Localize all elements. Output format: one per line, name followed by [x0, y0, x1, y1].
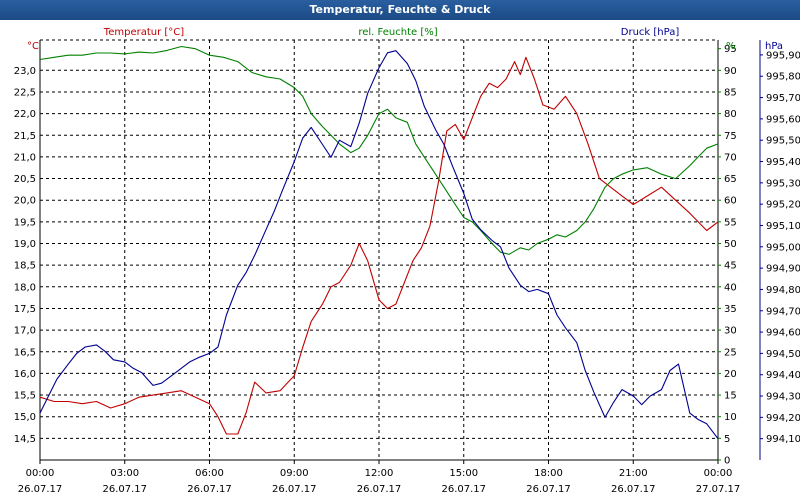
x-tick-date: 26.07.17 [441, 484, 486, 495]
humidity-tick-label: 70 [724, 152, 737, 163]
humidity-tick-label: 45 [724, 261, 737, 272]
x-tick-date: 26.07.17 [18, 484, 63, 495]
x-tick-label: 21:00 [619, 468, 648, 479]
humidity-unit: % [726, 41, 736, 52]
pressure-tick-label: 995,30 [766, 178, 800, 189]
temperature-tick-label: 15,0 [14, 412, 36, 423]
pressure-tick-label: 995,00 [766, 242, 800, 253]
humidity-tick-label: 40 [724, 282, 737, 293]
temperature-unit: °C [27, 41, 39, 52]
x-tick-date: 26.07.17 [357, 484, 402, 495]
grid [40, 40, 718, 460]
window-title: Temperatur, Feuchte & Druck [0, 0, 800, 20]
x-tick-label: 18:00 [534, 468, 563, 479]
x-tick-date: 26.07.17 [187, 484, 232, 495]
temperature-tick-label: 18,5 [14, 261, 36, 272]
pressure-tick-label: 994,80 [766, 285, 800, 296]
temperature-tick-label: 18,0 [14, 282, 36, 293]
series-lines [39, 45, 719, 440]
series-line-humidity [39, 45, 719, 255]
x-tick-label: 06:00 [195, 468, 224, 479]
x-tick-label: 00:00 [704, 468, 733, 479]
x-tick-label: 03:00 [110, 468, 139, 479]
humidity-tick-label: 0 [724, 456, 730, 467]
x-tick-date: 26.07.17 [272, 484, 317, 495]
pressure-tick-label: 994,40 [766, 370, 800, 381]
pressure-tick-label: 995,60 [766, 114, 800, 125]
temperature-tick-label: 22,5 [14, 87, 36, 98]
pressure-tick-label: 995,80 [766, 72, 800, 83]
humidity-tick-label: 35 [724, 304, 737, 315]
x-tick-date: 26.07.17 [526, 484, 571, 495]
humidity-tick-label: 65 [724, 174, 737, 185]
temperature-tick-label: 23,0 [14, 66, 36, 77]
humidity-tick-label: 25 [724, 347, 737, 358]
humidity-tick-label: 85 [724, 87, 737, 98]
temperature-tick-label: 17,5 [14, 304, 36, 315]
humidity-tick-label: 50 [724, 239, 737, 250]
pressure-tick-label: 995,50 [766, 136, 800, 147]
temperature-tick-label: 17,0 [14, 326, 36, 337]
x-tick-date: 26.07.17 [611, 484, 656, 495]
humidity-tick-label: 20 [724, 369, 737, 380]
pressure-tick-label: 994,90 [766, 264, 800, 275]
series-line-temperature [39, 56, 719, 435]
pressure-axis-label: Druck [hPa] [621, 27, 680, 38]
humidity-tick-label: 15 [724, 391, 737, 402]
pressure-unit: hPa [765, 41, 783, 52]
temperature-tick-label: 16,0 [14, 369, 36, 380]
temperature-tick-label: 19,0 [14, 239, 36, 250]
pressure-tick-label: 994,70 [766, 306, 800, 317]
pressure-tick-label: 994,50 [766, 349, 800, 360]
humidity-tick-label: 5 [724, 434, 730, 445]
temperature-tick-label: 15,5 [14, 391, 36, 402]
temperature-tick-label: 20,5 [14, 174, 36, 185]
temperature-tick-label: 16,5 [14, 347, 36, 358]
series-line-pressure [39, 50, 719, 440]
humidity-tick-label: 80 [724, 109, 737, 120]
humidity-tick-label: 30 [724, 326, 737, 337]
humidity-tick-label: 95 [724, 44, 737, 55]
humidity-tick-label: 90 [724, 66, 737, 77]
x-tick-label: 00:00 [26, 468, 55, 479]
temperature-tick-label: 21,5 [14, 131, 36, 142]
pressure-tick-label: 995,20 [766, 200, 800, 211]
pressure-tick-label: 994,20 [766, 413, 800, 424]
pressure-tick-label: 995,70 [766, 93, 800, 104]
humidity-tick-label: 10 [724, 412, 737, 423]
axes: 00:00 26.07.17 03:00 26.07.17 06:00 26.07.17 0… [14, 39, 800, 495]
pressure-tick-label: 995,40 [766, 157, 800, 168]
temperature-tick-label: 20,0 [14, 196, 36, 207]
x-tick-date: 27.07.17 [696, 484, 741, 495]
pressure-tick-label: 995,10 [766, 221, 800, 232]
x-tick-label: 09:00 [280, 468, 309, 479]
humidity-tick-label: 60 [724, 196, 737, 207]
temperature-tick-label: 14,5 [14, 434, 36, 445]
pressure-tick-label: 995,90 [766, 50, 800, 61]
x-tick-label: 12:00 [365, 468, 394, 479]
humidity-tick-label: 75 [724, 131, 737, 142]
temperature-tick-label: 21,0 [14, 152, 36, 163]
x-tick-date: 26.07.17 [102, 484, 147, 495]
temperature-tick-label: 19,5 [14, 217, 36, 228]
temperature-axis-label: Temperatur [°C] [103, 27, 184, 38]
temperature-tick-label: 22,0 [14, 109, 36, 120]
pressure-tick-label: 994,60 [766, 328, 800, 339]
pressure-tick-label: 994,10 [766, 434, 800, 445]
x-tick-label: 15:00 [449, 468, 478, 479]
humidity-axis-label: rel. Feuchte [%] [358, 27, 437, 38]
humidity-tick-label: 55 [724, 217, 737, 228]
pressure-tick-label: 994,30 [766, 392, 800, 403]
